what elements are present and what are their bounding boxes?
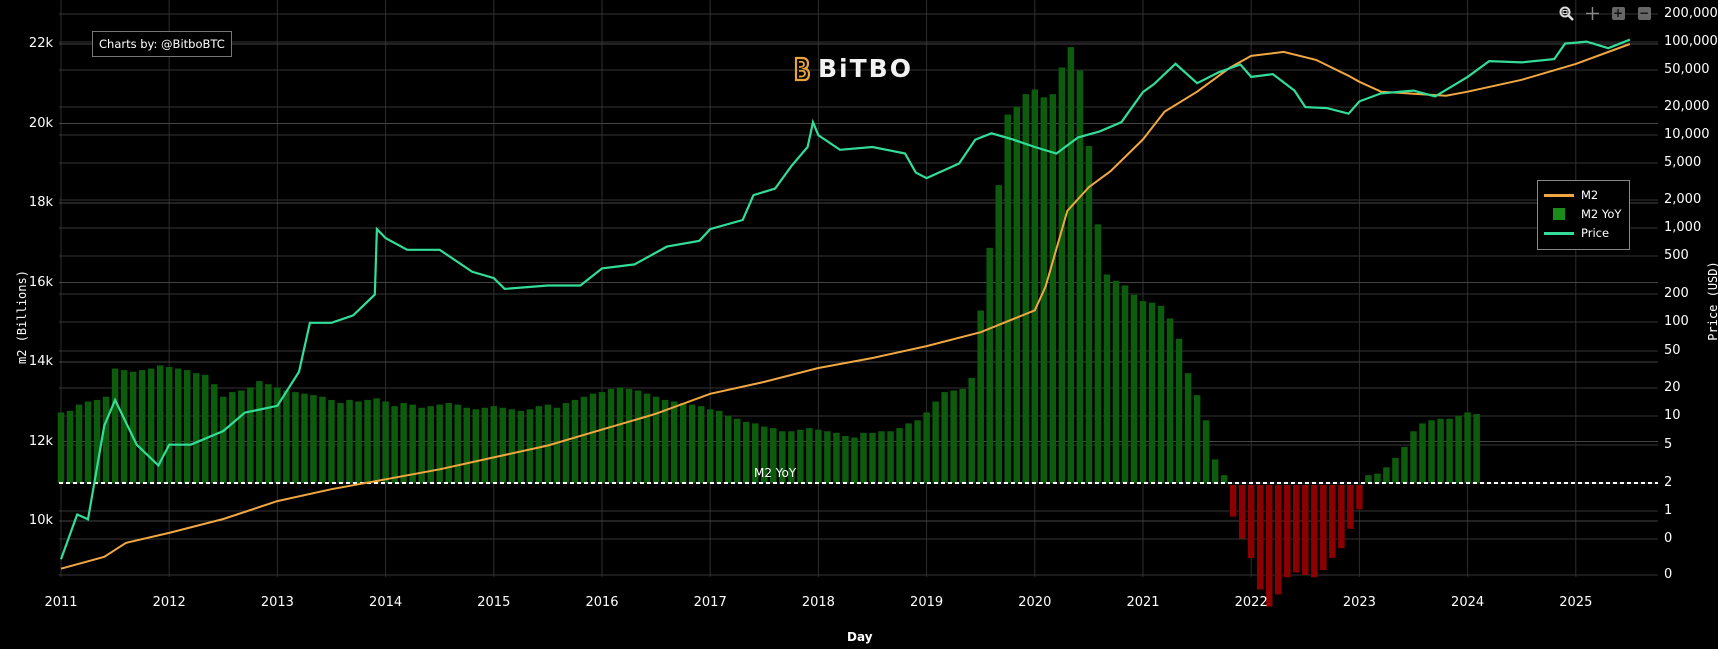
zoom-icon[interactable] (1558, 5, 1574, 21)
left-tick-label: 20k (28, 115, 53, 131)
right-tick-label: 10 (1664, 408, 1681, 423)
x-tick-label: 2014 (369, 595, 403, 610)
legend-label: M2 YoY (1581, 207, 1622, 221)
x-tick-label: 2016 (585, 595, 619, 610)
bitbo-logo-icon (794, 56, 810, 81)
m2-yoy-reference-label: M2 YoY (754, 466, 797, 480)
price-line-swatch (1544, 231, 1574, 235)
right-tick-label: 2 (1664, 475, 1673, 490)
pan-icon[interactable] (1584, 5, 1600, 21)
right-tick-label: 100,000 (1664, 34, 1718, 49)
right-tick-label: 5,000 (1664, 155, 1702, 170)
price-line (59, 38, 1631, 560)
x-tick-label: 2021 (1126, 595, 1160, 610)
right-tick-label: 200 (1664, 286, 1689, 301)
m2-line-swatch (1544, 193, 1574, 197)
legend-label: Price (1581, 226, 1610, 240)
m2-yoy-bars (57, 47, 1480, 607)
x-tick-label: 2022 (1234, 595, 1268, 610)
right-tick-label: 100 (1664, 314, 1689, 329)
legend: M2 M2 YoY Price (1537, 180, 1630, 250)
modebar: + − (1558, 5, 1652, 21)
right-tick-label: 500 (1664, 248, 1689, 263)
left-tick-label: 16k (28, 274, 53, 290)
m2-yoy-swatch (1553, 208, 1565, 220)
right-tick-label: 20,000 (1664, 99, 1710, 114)
left-tick-label: 12k (28, 433, 53, 449)
gridlines (59, 0, 1658, 577)
legend-item-m2-yoy[interactable]: M2 YoY (1538, 207, 1621, 221)
x-tick-label: 2019 (910, 595, 944, 610)
legend-item-m2[interactable]: M2 (1538, 188, 1598, 202)
logo-text: BiTBO (818, 54, 913, 83)
left-tick-label: 14k (28, 354, 53, 369)
left-tick-label: 18k (28, 195, 53, 210)
right-tick-label: 1 (1664, 503, 1673, 518)
right-tick-label: 0 (1664, 531, 1673, 546)
zoom-out-icon[interactable]: − (1637, 5, 1651, 20)
right-axis-title: Price (USD) (1706, 261, 1718, 341)
m2-line (60, 43, 1631, 570)
legend-label: M2 (1581, 188, 1599, 202)
right-tick-label: 50 (1664, 343, 1681, 358)
x-tick-label: 2025 (1559, 595, 1593, 610)
legend-item-price[interactable]: Price (1538, 226, 1609, 240)
x-tick-label: 2012 (152, 595, 186, 610)
right-tick-label: 2,000 (1664, 192, 1702, 207)
right-tick-label: 5 (1664, 437, 1673, 452)
x-tick-label: 2020 (1018, 595, 1052, 610)
x-tick-label: 2018 (801, 595, 835, 610)
x-tick-label: 2013 (260, 595, 294, 610)
right-tick-label: 0 (1664, 567, 1673, 582)
bitbo-logo: BiTBO (793, 54, 913, 83)
x-tick-label: 2011 (44, 595, 78, 610)
left-axis-title: m2 (Billions) (15, 270, 29, 364)
x-tick-label: 2023 (1342, 595, 1376, 610)
x-tick-label: 2024 (1451, 595, 1485, 610)
chart-credit: Charts by: @BitboBTC (92, 31, 232, 57)
left-tick-label: 10k (28, 513, 53, 528)
zoom-in-icon[interactable]: + (1611, 5, 1625, 20)
right-tick-label: 20 (1664, 380, 1681, 395)
right-tick-label: 1,000 (1664, 220, 1702, 235)
x-tick-label: 2017 (693, 595, 727, 610)
right-tick-label: 10,000 (1664, 127, 1710, 142)
left-tick-label: 22k (28, 36, 53, 51)
right-tick-label: 50,000 (1664, 62, 1710, 77)
x-axis-title: Day (847, 630, 873, 644)
x-tick-label: 2015 (477, 595, 511, 610)
right-tick-label: 200,000 (1664, 6, 1718, 21)
